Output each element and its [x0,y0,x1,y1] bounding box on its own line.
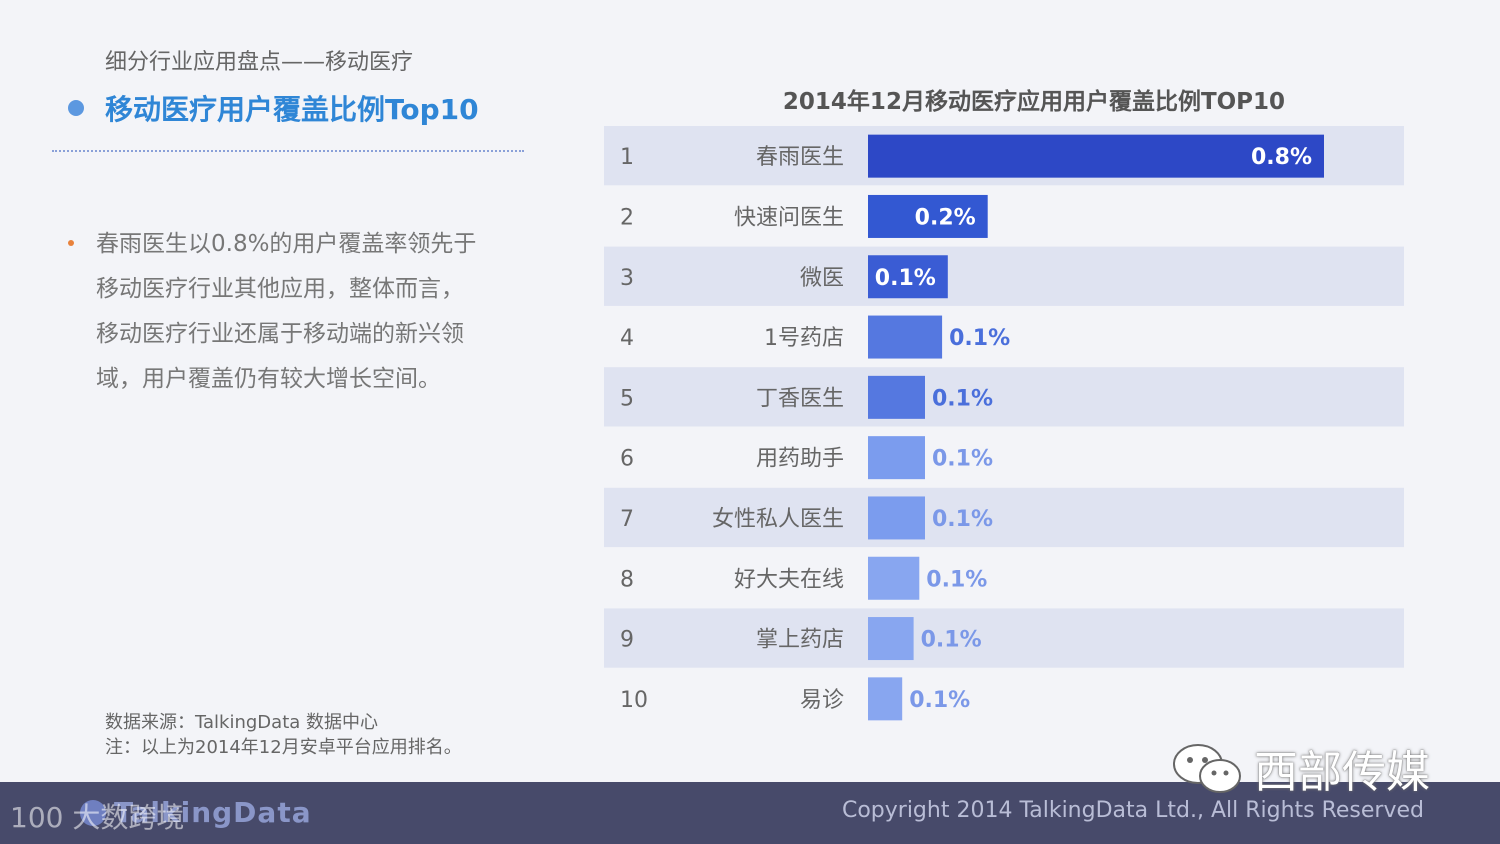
bullet-dot-icon [68,240,74,246]
value-label: 0.1% [909,688,970,713]
value-label: 0.1% [875,266,936,291]
bar [868,496,925,540]
rank-label: 8 [620,567,634,592]
bar [868,375,925,419]
value-label: 0.1% [926,567,987,592]
bar [868,556,920,600]
page-title: 移动医疗用户覆盖比例Top10 [105,93,479,126]
bar [868,315,943,359]
value-label: 0.1% [932,507,993,532]
footer-bar: TalkingData Copyright 2014 TalkingData L… [0,782,1500,844]
rank-label: 5 [620,386,634,411]
source-note: 数据来源：TalkingData 数据中心 注：以上为2014年12月安卓平台应… [105,710,462,760]
category-label: 女性私人医生 [712,507,844,532]
chart-title: 2014年12月移动医疗应用用户覆盖比例TOP10 [782,89,1286,115]
left-panel: 细分行业应用盘点——移动医疗 移动医疗用户覆盖比例Top10 春雨医生以0.8%… [0,0,560,782]
bullet-block: 春雨医生以0.8%的用户覆盖率领先于 移动医疗行业其他应用，整体而言， 移动医疗… [68,222,538,402]
copyright-text: Copyright 2014 TalkingData Ltd., All Rig… [841,798,1424,823]
rank-label: 4 [620,326,634,351]
bar [868,436,925,480]
value-label: 0.1% [932,386,993,411]
value-label: 0.1% [921,628,982,653]
value-label: 0.1% [932,447,993,472]
row-stripe [604,246,1404,306]
note-line: 注：以上为2014年12月安卓平台应用排名。 [105,737,462,758]
category-label: 春雨医生 [756,145,844,170]
bar [868,677,903,721]
rank-label: 10 [620,688,648,713]
rank-label: 7 [620,507,634,532]
category-label: 微医 [800,266,844,291]
bar [868,617,914,661]
value-label: 0.2% [915,205,976,230]
rank-label: 1 [620,145,634,170]
value-label: 0.1% [949,326,1010,351]
title-bullet-icon [68,100,84,116]
rank-label: 9 [620,628,634,653]
source-line: 数据来源：TalkingData 数据中心 [105,712,379,733]
title-row: 移动医疗用户覆盖比例Top10 [68,88,479,128]
rank-label: 3 [620,266,634,291]
bar [868,134,1324,178]
watermark-left: 100 大数跨境 [10,801,185,834]
watermark-right: 西部传媒 [1170,736,1430,800]
category-label: 丁香医生 [756,386,844,411]
category-label: 快速问医生 [734,205,844,230]
category-label: 用药助手 [756,447,844,472]
dotted-divider [52,150,524,152]
row-stripe [604,367,1404,427]
footer-logo-text: TalkingData [114,796,312,829]
category-label: 易诊 [800,688,844,713]
category-label: 1号药店 [764,326,844,351]
row-stripe [604,608,1404,668]
rank-label: 6 [620,447,634,472]
bullet-text: 春雨医生以0.8%的用户覆盖率领先于 移动医疗行业其他应用，整体而言， 移动医疗… [96,231,477,392]
row-stripe [604,487,1404,548]
category-label: 好大夫在线 [734,567,844,592]
watermark-right-text: 西部传媒 [1254,747,1430,798]
bar [868,194,988,238]
wechat-icon [1173,744,1241,793]
bar-chart: 1 春雨医生 0.8% 2 快速问医生 0.2% 3 微医 0.1% 4 1号药店 0.1% 5 丁香医生… [604,126,1404,721]
talkingdata-logo: TalkingData [80,796,312,829]
category-label: 掌上药店 [756,628,844,653]
section-label: 细分行业应用盘点——移动医疗 [105,50,414,75]
bar [868,255,948,299]
value-label: 0.8% [1251,145,1312,170]
talkingdata-logo-icon [80,799,106,826]
rank-label: 2 [620,205,634,230]
